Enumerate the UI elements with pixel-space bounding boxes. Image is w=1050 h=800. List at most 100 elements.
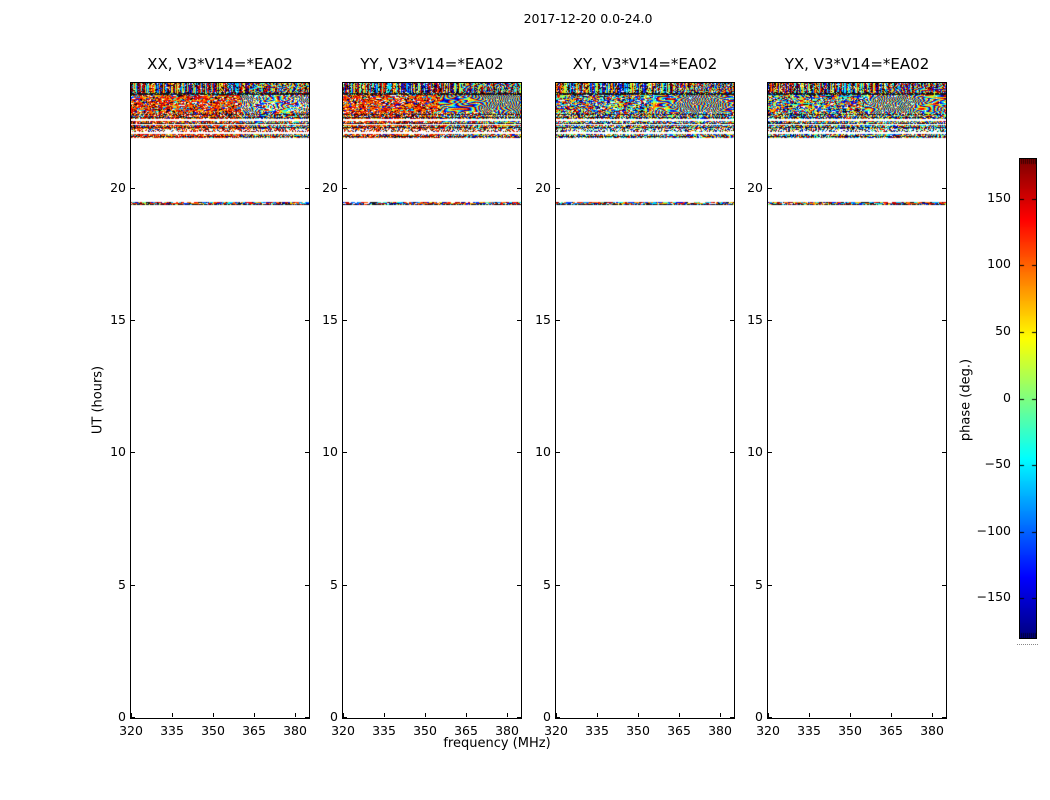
panel-yy [342, 82, 522, 719]
colorbar-dotted-line [1017, 644, 1038, 645]
y-tick-label: 10 [110, 444, 126, 459]
y-tick-mark [131, 585, 135, 586]
yx-heatmap-canvas [768, 83, 946, 718]
y-tick-mark [305, 452, 309, 453]
y-tick-mark [942, 188, 946, 189]
colorbar-tick-label: 50 [995, 323, 1011, 338]
colorbar-tick-label: −150 [976, 589, 1011, 604]
x-tick-label: 335 [797, 723, 821, 738]
colorbar-canvas [1020, 159, 1036, 638]
y-tick-mark [942, 452, 946, 453]
y-tick-label: 5 [118, 577, 126, 592]
y-tick-label: 15 [747, 312, 763, 327]
colorbar-tick-label: −50 [984, 456, 1011, 471]
x-tick-label: 365 [879, 723, 903, 738]
x-tick-label: 320 [544, 723, 568, 738]
y-tick-label: 0 [755, 709, 763, 724]
x-tick-mark [507, 713, 508, 717]
y-tick-mark [768, 452, 772, 453]
yy-heatmap-canvas [343, 83, 521, 718]
panel-title-yx: YX, V3*V14=*EA02 [784, 55, 930, 73]
y-tick-mark [556, 717, 560, 718]
colorbar-tick-label: 100 [987, 256, 1011, 271]
x-tick-label: 380 [920, 723, 944, 738]
panel-yx [767, 82, 947, 719]
x-tick-label: 365 [242, 723, 266, 738]
x-tick-mark [597, 713, 598, 717]
y-tick-mark [768, 717, 772, 718]
y-tick-mark [517, 585, 521, 586]
x-tick-label: 380 [708, 723, 732, 738]
colorbar-tick-label: 0 [1003, 390, 1011, 405]
y-tick-mark [556, 585, 560, 586]
x-tick-mark [850, 713, 851, 717]
x-tick-label: 380 [283, 723, 307, 738]
y-tick-mark [730, 717, 734, 718]
y-tick-mark [730, 452, 734, 453]
x-tick-label: 320 [756, 723, 780, 738]
x-tick-mark [466, 713, 467, 717]
y-tick-mark [942, 717, 946, 718]
x-tick-label: 335 [160, 723, 184, 738]
y-tick-label: 5 [755, 577, 763, 592]
x-tick-mark [295, 713, 296, 717]
y-tick-label: 15 [535, 312, 551, 327]
x-tick-label: 350 [838, 723, 862, 738]
y-tick-mark [517, 188, 521, 189]
x-tick-label: 365 [454, 723, 478, 738]
y-tick-mark [131, 320, 135, 321]
x-tick-label: 335 [585, 723, 609, 738]
y-tick-mark [942, 320, 946, 321]
y-tick-mark [768, 320, 772, 321]
x-tick-mark [809, 713, 810, 717]
x-tick-label: 335 [372, 723, 396, 738]
y-tick-label: 5 [330, 577, 338, 592]
figure-title: 2017-12-20 0.0-24.0 [523, 11, 653, 26]
y-tick-mark [730, 188, 734, 189]
xx-heatmap-canvas [131, 83, 309, 718]
y-tick-mark [305, 585, 309, 586]
x-tick-mark [556, 713, 557, 717]
x-tick-mark [254, 713, 255, 717]
colorbar-tick-label: 150 [987, 190, 1011, 205]
panel-title-xy: XY, V3*V14=*EA02 [572, 55, 718, 73]
x-tick-mark [425, 713, 426, 717]
y-tick-label: 0 [330, 709, 338, 724]
y-tick-label: 0 [543, 709, 551, 724]
panel-xx [130, 82, 310, 719]
y-tick-mark [343, 320, 347, 321]
x-tick-mark [891, 713, 892, 717]
xy-heatmap-canvas [556, 83, 734, 718]
y-tick-mark [305, 320, 309, 321]
y-tick-label: 10 [747, 444, 763, 459]
y-tick-label: 15 [322, 312, 338, 327]
y-tick-label: 10 [535, 444, 551, 459]
y-tick-mark [730, 585, 734, 586]
x-tick-label: 350 [413, 723, 437, 738]
y-tick-mark [343, 585, 347, 586]
x-tick-label: 350 [626, 723, 650, 738]
y-tick-mark [730, 320, 734, 321]
y-axis-label: UT (hours) [90, 365, 106, 435]
panel-title-xx: XX, V3*V14=*EA02 [147, 55, 293, 73]
x-tick-mark [768, 713, 769, 717]
y-tick-label: 20 [110, 180, 126, 195]
y-tick-label: 15 [110, 312, 126, 327]
y-tick-mark [942, 585, 946, 586]
y-tick-mark [305, 188, 309, 189]
y-tick-label: 20 [535, 180, 551, 195]
y-tick-mark [131, 452, 135, 453]
y-tick-mark [131, 717, 135, 718]
y-tick-mark [343, 717, 347, 718]
y-tick-label: 20 [322, 180, 338, 195]
y-tick-mark [556, 452, 560, 453]
panel-title-yy: YY, V3*V14=*EA02 [360, 55, 504, 73]
x-tick-mark [343, 713, 344, 717]
x-tick-mark [679, 713, 680, 717]
y-tick-mark [768, 585, 772, 586]
x-tick-label: 380 [495, 723, 519, 738]
y-tick-mark [556, 188, 560, 189]
x-tick-mark [932, 713, 933, 717]
colorbar [1019, 158, 1037, 639]
